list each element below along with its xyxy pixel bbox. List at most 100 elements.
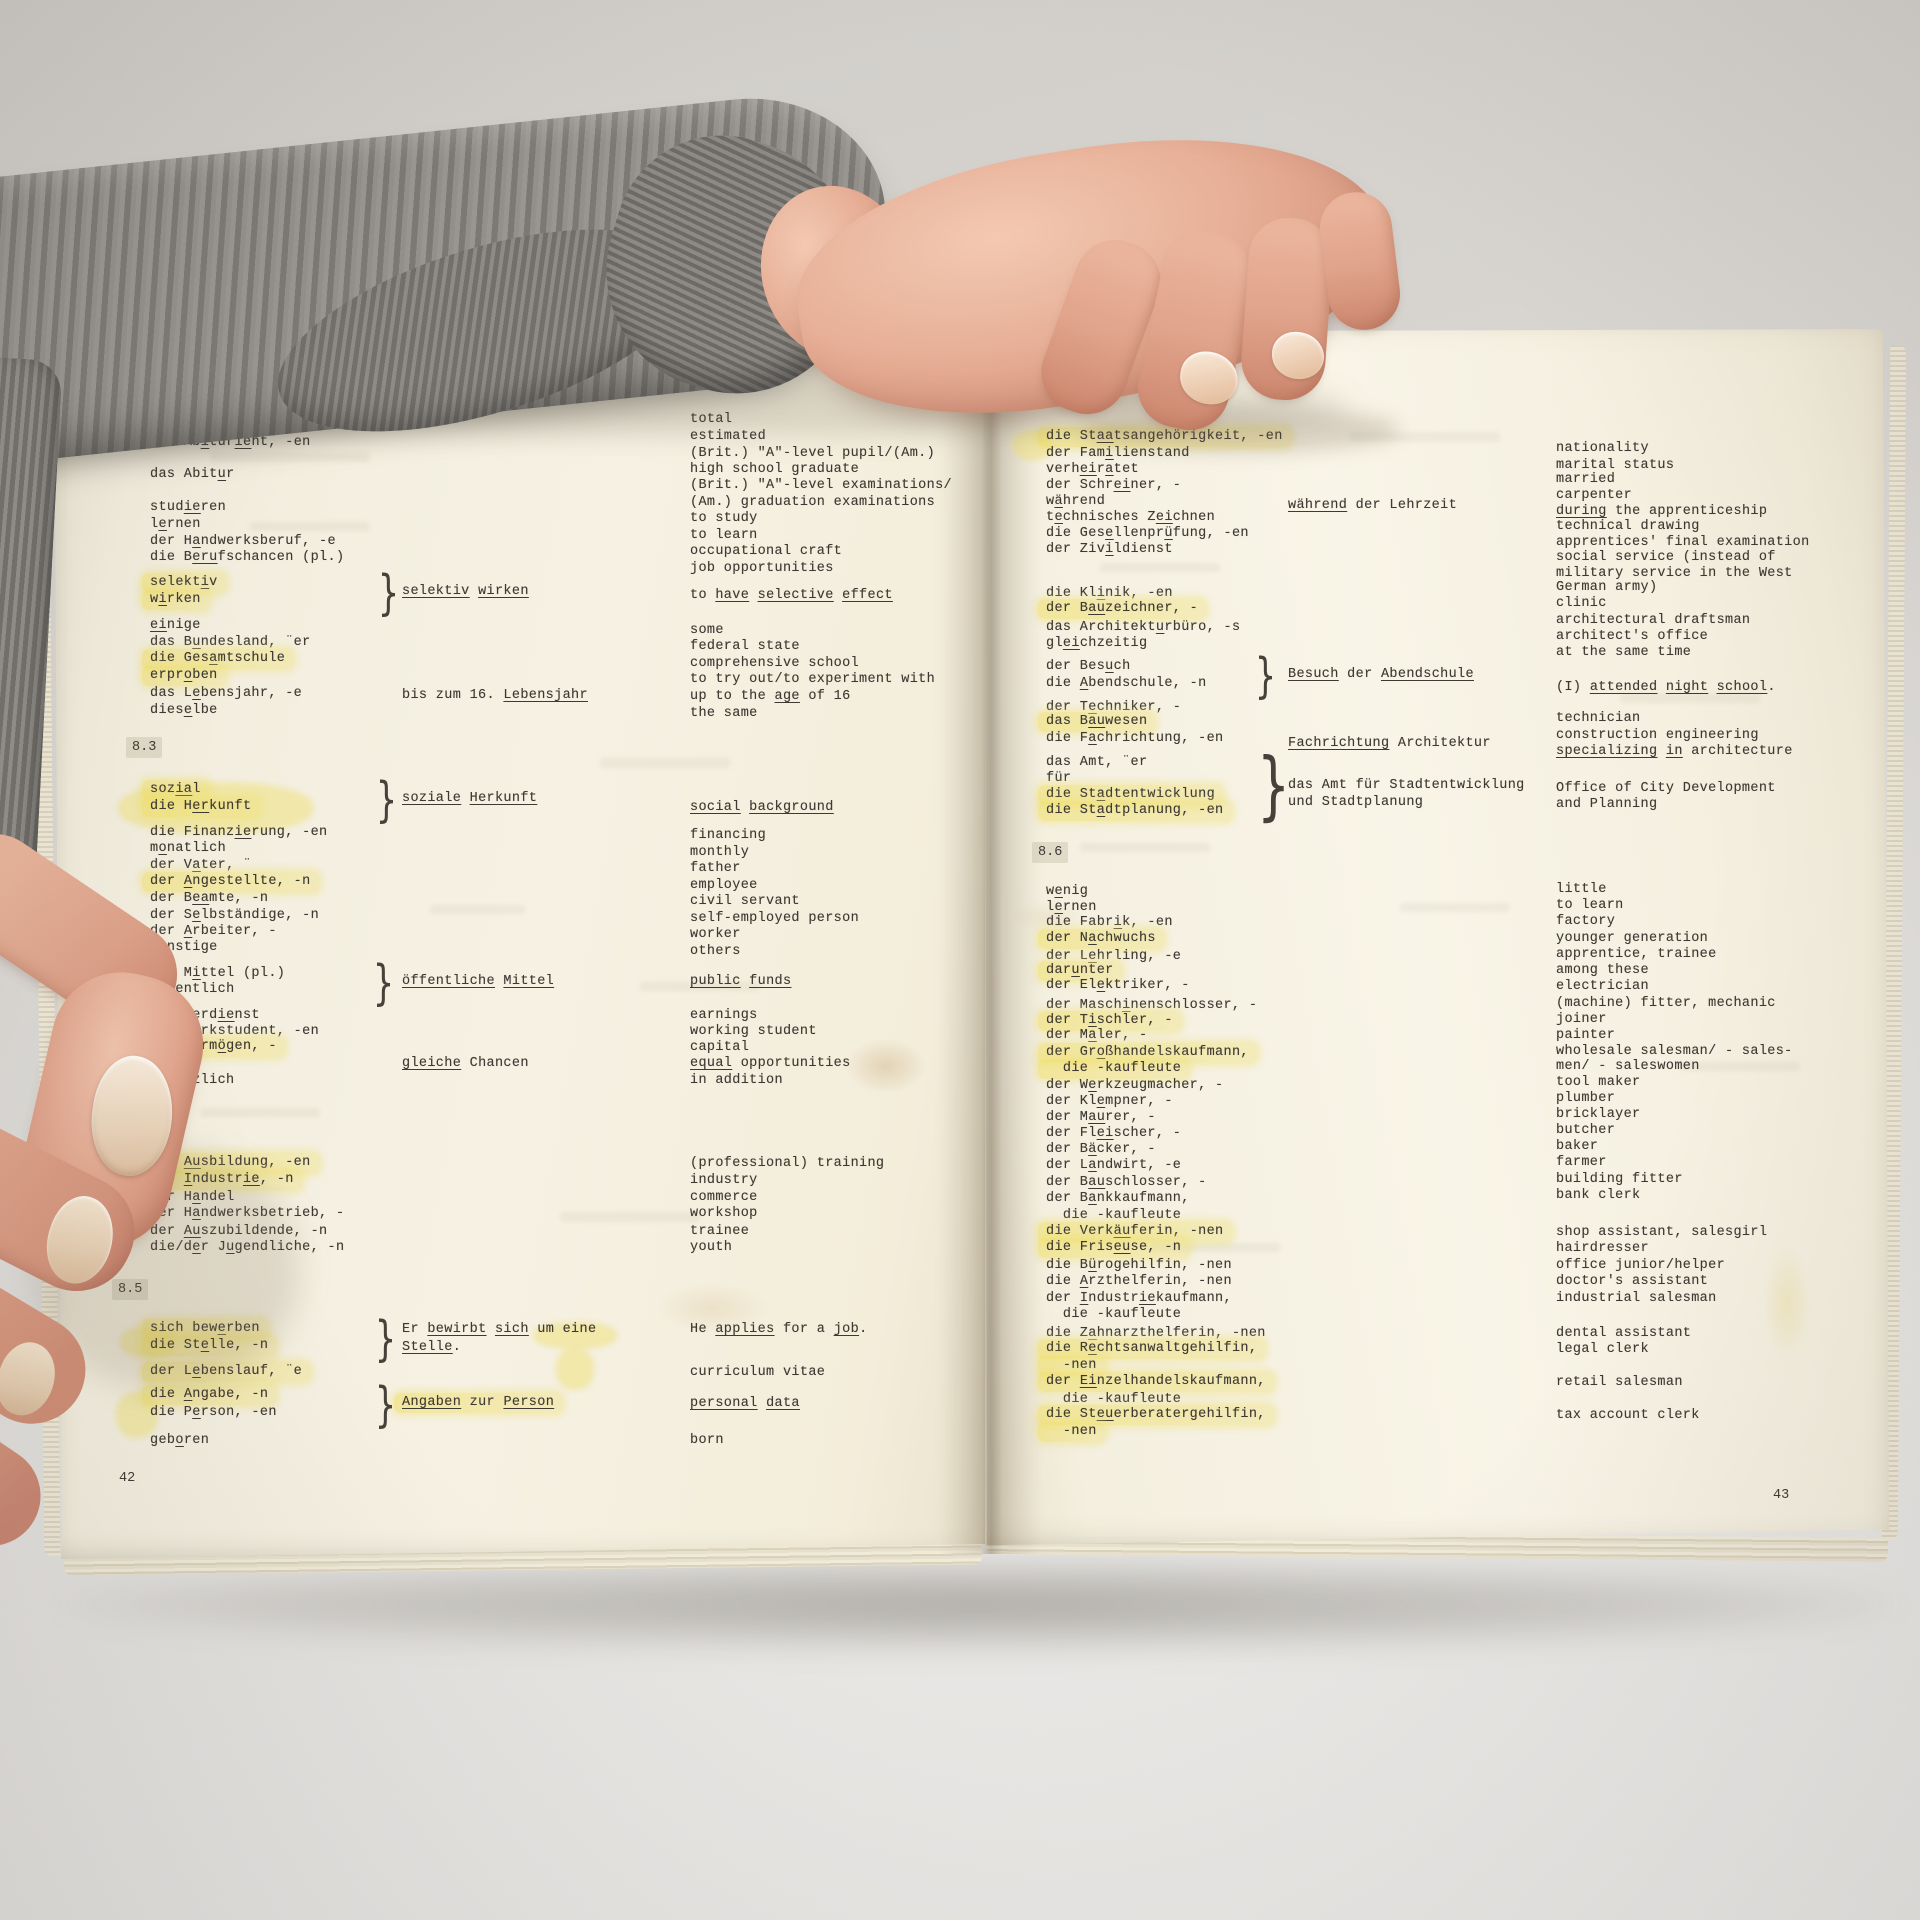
english-translations-line: up to the age of 16 <box>690 689 851 704</box>
grouping-brace: } <box>376 771 397 828</box>
german-terms-line: die Verkäuferin, -nen <box>1038 1222 1232 1242</box>
german-terms-line: der Einzelhandelskaufmann, <box>1038 1372 1274 1392</box>
english-translations-line: commerce <box>690 1190 758 1205</box>
english-translations-line: electrician <box>1556 979 1649 994</box>
english-translations-line: specializing in architecture <box>1556 744 1793 759</box>
english-translations-line: military service in the West <box>1556 566 1793 581</box>
english-translations-line: (machine) fitter, mechanic <box>1556 996 1776 1011</box>
german-terms-line: der Elektriker, - <box>1046 978 1190 993</box>
german-terms-line: der Besuch <box>1046 659 1131 674</box>
english-translations-line: social service (instead of <box>1556 550 1776 565</box>
german-terms-line: die Arzthelferin, -nen <box>1046 1274 1232 1289</box>
german-terms-line: -nen <box>1038 1422 1105 1442</box>
german-terms-line: während <box>1046 494 1106 509</box>
bleed-through <box>200 1108 320 1117</box>
german-terms-line: der Verdienst <box>150 1008 260 1023</box>
english-translations-line: legal clerk <box>1556 1342 1649 1357</box>
english-translations-line: equal opportunities <box>690 1056 851 1071</box>
section-number: 8.4 <box>112 1115 149 1136</box>
section-number: 8.6 <box>1032 842 1069 863</box>
german-terms-line: lernen <box>1046 900 1097 915</box>
german-terms-line: die Angabe, -n <box>142 1385 277 1405</box>
german-terms-line: der Techniker, - <box>1046 700 1182 715</box>
german-terms-line: die Fachrichtung, -en <box>1046 731 1224 746</box>
paper-stain <box>845 1038 927 1094</box>
german-terms-line: der Selbständige, -n <box>150 908 320 923</box>
german-phrases-line: Er bewirbt sich um eine <box>402 1322 597 1337</box>
german-terms-line: der Industriekaufmann, <box>1046 1291 1232 1306</box>
english-translations-line: apprentice, trainee <box>1556 947 1717 962</box>
german-terms-line: der Lehrling, -e <box>1046 949 1182 964</box>
english-translations-line: others <box>690 944 741 959</box>
english-translations-line: married <box>1556 472 1616 487</box>
german-terms-line: für <box>1046 771 1072 786</box>
german-terms-line: erproben <box>142 666 226 686</box>
german-terms-line: das Bundesland, ¨er <box>150 635 311 650</box>
german-terms-line: selektiv <box>142 573 226 593</box>
german-terms-line: das Bauwesen <box>1038 712 1156 732</box>
german-terms-line: der Bauschlosser, - <box>1046 1175 1207 1190</box>
english-translations-line: financing <box>690 828 767 843</box>
german-terms-line: die Bürogehilfin, -nen <box>1046 1258 1232 1273</box>
english-translations-line: public funds <box>690 974 792 989</box>
german-terms-line: der Fleischer, - <box>1046 1126 1182 1141</box>
english-translations-line: architect's office <box>1556 629 1709 644</box>
finger-shadow <box>1080 408 1400 452</box>
german-terms-line: monatlich <box>150 841 227 856</box>
grouping-brace: } <box>375 1310 396 1367</box>
highlighter-mark <box>556 1348 594 1390</box>
german-terms-line: einige <box>150 618 201 633</box>
grouping-brace: } <box>375 1376 396 1433</box>
grouping-brace: } <box>378 564 399 621</box>
german-terms-line: zusätzlich <box>150 1073 235 1088</box>
german-terms-line: die Stelle, -n <box>142 1336 277 1356</box>
german-phrases-line: selektiv wirken <box>402 584 529 599</box>
german-terms-line: der Bäcker, - <box>1046 1142 1156 1157</box>
german-terms-line: die Berufschancen (pl.) <box>150 550 345 565</box>
german-terms-line: der Schreiner, - <box>1046 478 1182 493</box>
german-terms-line: wenig <box>1046 884 1089 899</box>
english-translations-line: apprentices' final examination <box>1556 535 1810 550</box>
german-terms-line: die -kaufleute <box>1046 1392 1182 1407</box>
german-terms-line: der Familienstand <box>1046 446 1190 461</box>
english-translations-line: (I) attended night school. <box>1556 680 1776 695</box>
english-translations-line: father <box>690 861 741 876</box>
english-translations-line: (professional) training <box>690 1156 885 1171</box>
german-terms-line: die Zahnarzthelferin, -nen <box>1046 1326 1266 1341</box>
bleed-through <box>600 758 730 768</box>
english-translations-line: occupational craft <box>690 544 843 559</box>
german-terms-line: der Maschinenschlosser, - <box>1046 998 1258 1013</box>
english-translations-line: butcher <box>1556 1123 1616 1138</box>
german-terms-line: die Mittel (pl.) <box>150 966 286 981</box>
german-terms-line: der Lebenslauf, ¨e <box>142 1362 311 1382</box>
english-translations-line: the same <box>690 706 758 721</box>
english-translations-line: to learn <box>690 528 758 543</box>
english-translations-line: born <box>690 1433 724 1448</box>
german-terms-line: der Werkzeugmacher, - <box>1046 1078 1224 1093</box>
english-translations-line: job opportunities <box>690 561 834 576</box>
german-phrases-line: Besuch der Abendschule <box>1288 667 1474 682</box>
english-translations-line: clinic <box>1556 596 1607 611</box>
german-terms-line: der Nachwuchs <box>1038 929 1164 949</box>
english-translations-line: monthly <box>690 845 750 860</box>
german-terms-line: sozial <box>142 780 209 800</box>
german-phrases-line: während der Lehrzeit <box>1288 498 1458 513</box>
english-translations-line: architectural draftsman <box>1556 613 1751 628</box>
bleed-through <box>1680 1062 1800 1071</box>
english-translations-line: building fitter <box>1556 1172 1683 1187</box>
german-terms-line: darunter <box>1038 961 1122 981</box>
english-translations-line: industrial salesman <box>1556 1291 1717 1306</box>
english-translations-line: industry <box>690 1173 758 1188</box>
german-phrases-line: und Stadtplanung <box>1288 795 1424 810</box>
bleed-through <box>640 982 760 991</box>
german-terms-line: der Handwerksberuf, -e <box>150 534 336 549</box>
bleed-through <box>1100 563 1220 572</box>
english-translations-line: painter <box>1556 1028 1616 1043</box>
english-translations-line: nationality <box>1556 441 1649 456</box>
english-translations-line: some <box>690 623 724 638</box>
english-translations-line: baker <box>1556 1139 1599 1154</box>
german-terms-line: studieren <box>150 500 227 515</box>
german-phrases-line: bis zum 16. Lebensjahr <box>402 688 588 703</box>
german-terms-line: die Klinik, -en <box>1046 586 1173 601</box>
